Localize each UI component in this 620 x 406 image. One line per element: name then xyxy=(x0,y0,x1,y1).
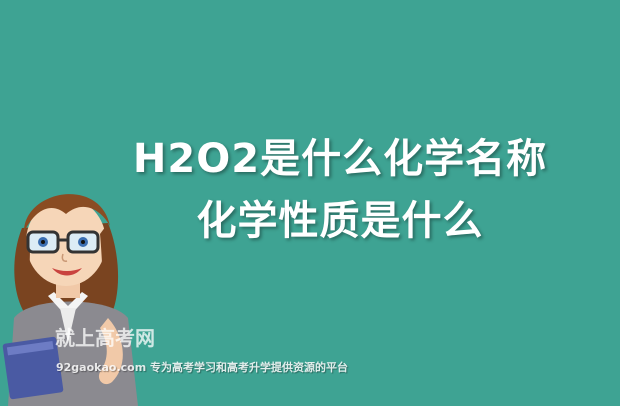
cartoon-teacher-icon xyxy=(2,194,138,406)
watermark-site-line: 92gaokao.com 专为高考学习和高考升学提供资源的平台 xyxy=(56,361,349,374)
watermark-brand: 就上高考网 xyxy=(55,326,155,350)
title-line-1: H2O2是什么化学名称 xyxy=(132,136,548,182)
title-line-2: 化学性质是什么 xyxy=(196,198,484,244)
